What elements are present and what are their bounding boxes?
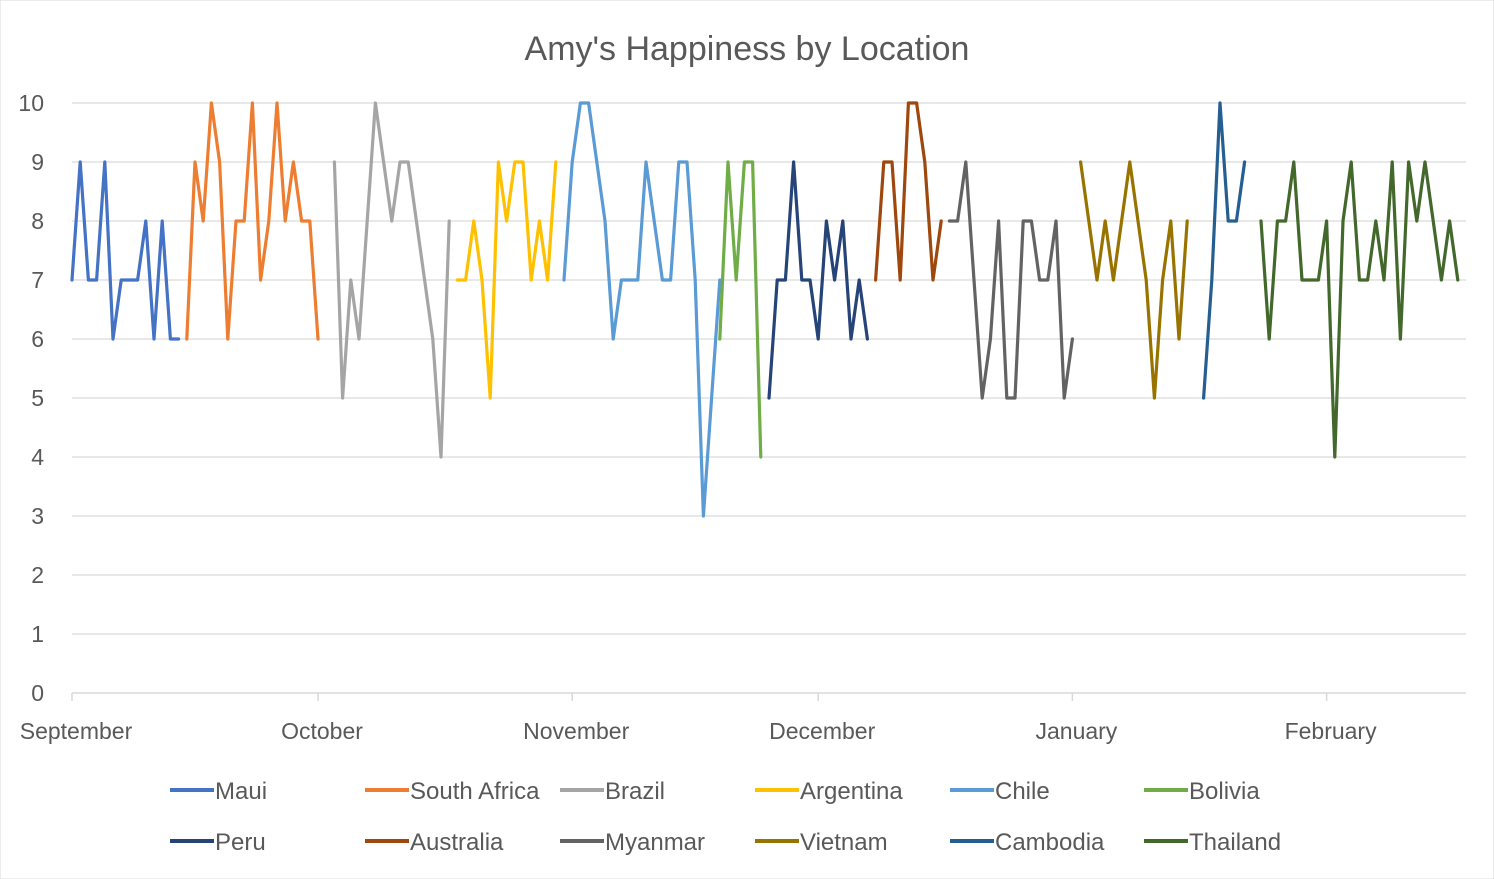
y-tick-label: 8 xyxy=(31,208,44,234)
legend-label-cambodia: Cambodia xyxy=(995,829,1105,856)
legend-label-vietnam: Vietnam xyxy=(800,829,888,856)
series-line-peru xyxy=(767,160,870,400)
legend-label-myanmar: Myanmar xyxy=(605,829,705,856)
legend-label-peru: Peru xyxy=(215,829,266,856)
legend-label-brazil: Brazil xyxy=(605,778,665,805)
x-tick-label: November xyxy=(523,718,629,744)
series-line-myanmar xyxy=(947,160,1075,400)
series-line-argentina xyxy=(455,160,558,400)
legend: Maui South Africa Brazil Argentina Chile Boli… xyxy=(170,778,1281,856)
y-tick-label: 5 xyxy=(31,385,44,411)
x-tick-label: February xyxy=(1285,718,1378,744)
legend-label-south-africa: South Africa xyxy=(410,778,540,805)
y-tick-label: 9 xyxy=(31,149,44,175)
axes: 0 1 2 3 4 5 6 7 8 9 10 September October November Dece… xyxy=(18,90,1466,744)
series-line-bolivia xyxy=(718,160,763,459)
y-tick-label: 6 xyxy=(31,326,44,352)
y-tick-label: 7 xyxy=(31,267,44,293)
series-line-vietnam xyxy=(1078,160,1189,400)
y-tick-label: 4 xyxy=(31,444,44,470)
legend-label-maui: Maui xyxy=(215,778,267,805)
series-line-thailand xyxy=(1259,160,1460,459)
legend-label-thailand: Thailand xyxy=(1189,829,1281,856)
y-tick-label: 10 xyxy=(18,90,44,116)
y-tick-label: 2 xyxy=(31,562,44,588)
legend-label-chile: Chile xyxy=(995,778,1050,805)
chart-title: Amy's Happiness by Location xyxy=(525,30,970,68)
series-line-chile xyxy=(562,101,722,518)
y-tick-label: 3 xyxy=(31,503,44,529)
y-tick-label: 0 xyxy=(31,680,44,706)
x-tick-label: December xyxy=(769,718,875,744)
legend-label-argentina: Argentina xyxy=(800,778,903,805)
series-line-australia xyxy=(873,101,943,282)
series-line-south-africa xyxy=(185,101,320,341)
legend-label-australia: Australia xyxy=(410,829,504,856)
series-lines xyxy=(70,101,1460,518)
y-tick-label: 1 xyxy=(31,621,44,647)
legend-label-bolivia: Bolivia xyxy=(1189,778,1260,805)
x-tick-label: January xyxy=(1035,718,1117,744)
x-tick-label: September xyxy=(20,718,133,744)
series-line-brazil xyxy=(332,101,451,459)
x-tick-label: October xyxy=(281,718,363,744)
series-line-cambodia xyxy=(1201,101,1247,400)
series-line-maui xyxy=(70,160,181,341)
